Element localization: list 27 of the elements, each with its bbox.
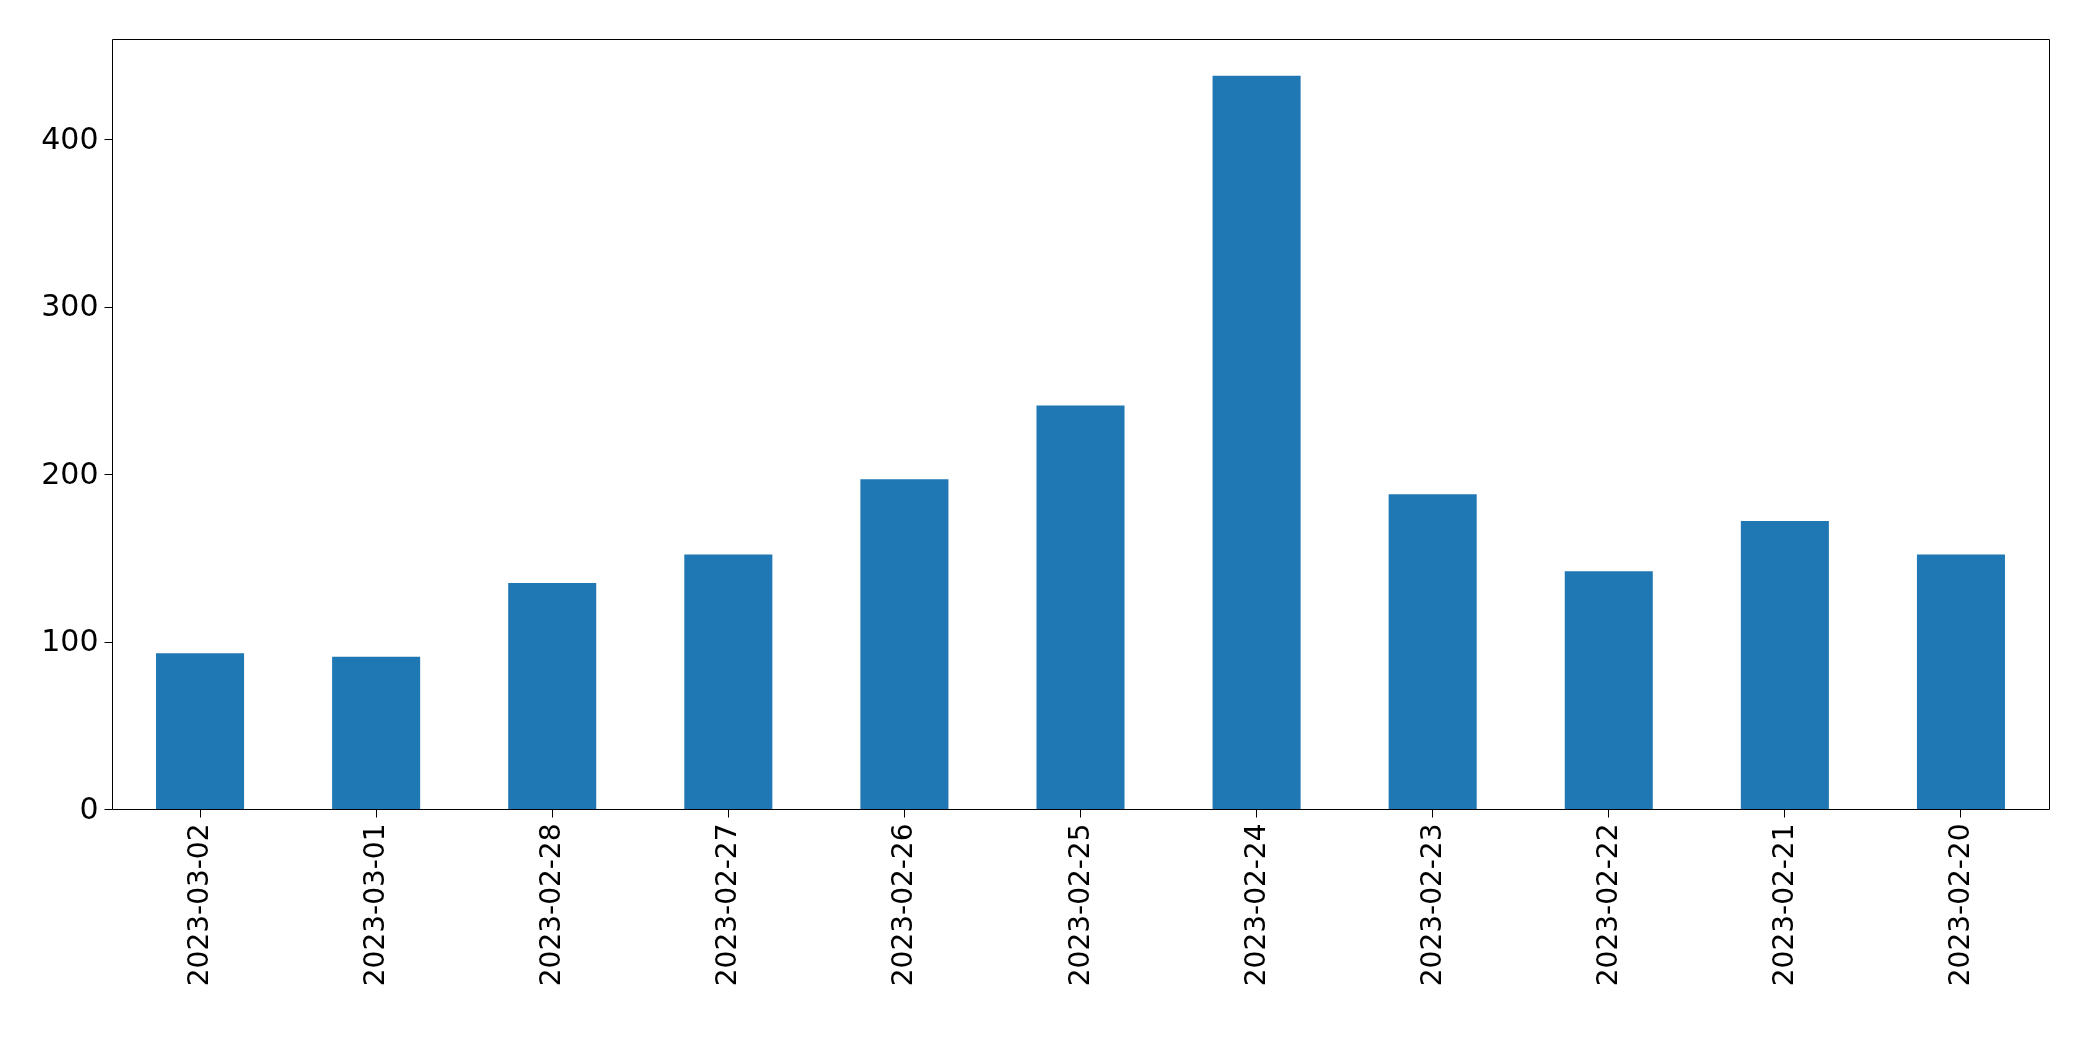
y-tick-label: 100 [41, 623, 99, 659]
bar [1036, 405, 1125, 809]
x-tick-label: 2023-02-21 [1766, 823, 1800, 987]
bar [1740, 521, 1829, 809]
x-tick-label: 2023-03-01 [358, 823, 392, 987]
x-tick-label: 2023-03-02 [182, 823, 216, 987]
bar [1212, 75, 1301, 809]
x-tick-label: 2023-02-24 [1238, 823, 1272, 987]
x-tick-label: 2023-02-28 [534, 823, 568, 987]
bar [332, 656, 421, 809]
x-tick-label: 2023-02-20 [1942, 823, 1976, 987]
y-tick-label: 300 [41, 288, 99, 324]
bar [684, 554, 773, 809]
x-tick-label: 2023-02-25 [1062, 823, 1096, 987]
bar [1916, 554, 2005, 809]
y-tick-label: 0 [79, 790, 99, 826]
bar [508, 583, 597, 809]
y-tick-label: 400 [41, 120, 99, 156]
x-tick-label: 2023-02-23 [1414, 823, 1448, 987]
x-tick-label: 2023-02-22 [1590, 823, 1624, 987]
bar [156, 653, 245, 809]
y-tick-label: 200 [41, 455, 99, 491]
bar [860, 479, 949, 809]
bar [1388, 494, 1477, 809]
bar [1564, 571, 1653, 809]
x-tick-label: 2023-02-27 [710, 823, 744, 987]
x-tick-label: 2023-02-26 [886, 823, 920, 987]
